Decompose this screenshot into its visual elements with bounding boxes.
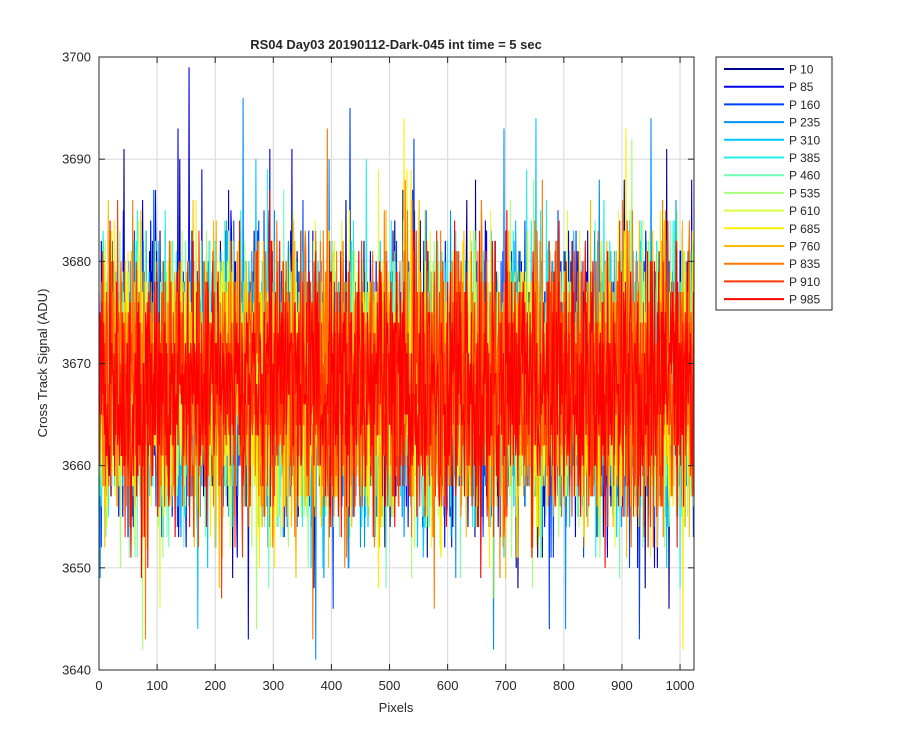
legend-label: P 610 — [789, 204, 820, 218]
series-line-p-985 — [98, 189, 694, 579]
x-tick-label: 400 — [321, 678, 343, 693]
legend: P 10 P 85 P 160 P 235 P 310 P 385 P 460 P 535 P … — [715, 56, 833, 311]
x-tick-label: 600 — [437, 678, 459, 693]
x-tick-label: 1000 — [666, 678, 695, 693]
legend-label: P 910 — [789, 275, 820, 289]
legend-label: P 835 — [789, 257, 820, 271]
x-tick-label: 800 — [553, 678, 575, 693]
y-tick-label: 3670 — [62, 356, 91, 371]
x-tick-label: 300 — [262, 678, 284, 693]
x-tick-label: 0 — [95, 678, 102, 693]
series-group — [98, 67, 694, 660]
x-tick-label: 700 — [495, 678, 517, 693]
legend-label: P 760 — [789, 240, 820, 254]
y-tick-label: 3640 — [62, 663, 91, 678]
legend-label: P 985 — [789, 293, 820, 307]
legend-label: P 685 — [789, 222, 820, 236]
y-tick-label: 3650 — [62, 560, 91, 575]
y-axis-label: Cross Track Signal (ADU) — [35, 289, 50, 438]
chart-title: RS04 Day03 20190112-Dark-045 int time = … — [250, 37, 542, 52]
legend-label: P 85 — [789, 80, 814, 94]
y-tick-label: 3690 — [62, 152, 91, 167]
legend-label: P 310 — [789, 133, 820, 147]
y-tick-label: 3680 — [62, 254, 91, 269]
axis-ticks — [98, 56, 694, 671]
legend-label: P 10 — [789, 63, 814, 77]
legend-label: P 385 — [789, 151, 820, 165]
tick-labels: 0 100 200 300 400 500 600 700 800 900 1000 3640 3650… — [62, 50, 694, 694]
legend-label: P 235 — [789, 116, 820, 130]
x-tick-label: 900 — [611, 678, 633, 693]
y-tick-label: 3700 — [62, 50, 91, 65]
x-axis-label: Pixels — [379, 700, 414, 715]
legend-label: P 460 — [789, 169, 820, 183]
x-tick-label: 100 — [146, 678, 168, 693]
x-tick-label: 500 — [379, 678, 401, 693]
legend-label: P 160 — [789, 98, 820, 112]
x-tick-label: 200 — [204, 678, 226, 693]
legend-label: P 535 — [789, 186, 820, 200]
legend-box — [715, 56, 833, 311]
y-tick-label: 3660 — [62, 458, 91, 473]
